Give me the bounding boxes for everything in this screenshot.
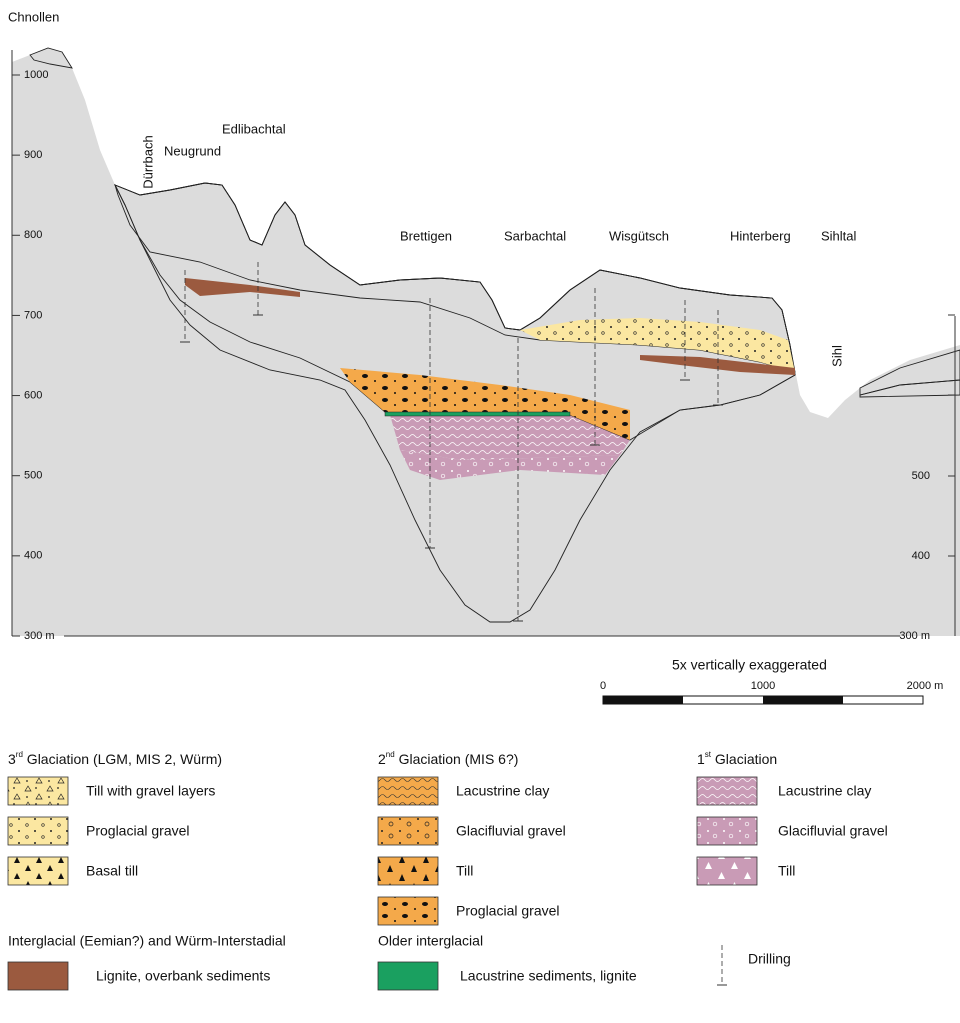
green-lignite <box>384 411 571 417</box>
legend-item: Lacustrine sediments, lignite <box>460 968 637 984</box>
swatch <box>7 856 69 886</box>
legend-heading: 1st Glaciation <box>697 750 777 767</box>
axis-label: 800 <box>24 229 42 241</box>
legend-item: Proglacial gravel <box>86 823 190 839</box>
first-clay-band <box>390 415 630 460</box>
axis-label: 300 m <box>24 630 55 642</box>
scale-label: 1000 <box>751 680 775 692</box>
place-label: Brettigen <box>400 228 452 243</box>
place-label: Sihltal <box>821 228 857 243</box>
scale-bar: 5x vertically exaggerated 0 1000 2000 m <box>600 657 944 705</box>
place-label: Dürrbach <box>140 135 155 188</box>
third-glaciation <box>114 182 796 373</box>
swatch <box>696 856 758 886</box>
legend-heading: 2nd Glaciation (MIS 6?) <box>378 750 518 767</box>
place-label: Chnollen <box>8 9 59 24</box>
axis-label: 500 <box>912 470 930 482</box>
axis-label: 400 <box>24 550 42 562</box>
axis-label: 500 <box>24 470 42 482</box>
legend-item: Lignite, overbank sediments <box>96 968 270 984</box>
legend-heading: 3rd Glaciation (LGM, MIS 2, Würm) <box>8 750 222 767</box>
place-labels: Chnollen Dürrbach Neugrund Edlibachtal B… <box>8 9 857 366</box>
swatch <box>377 856 439 886</box>
place-label: Wisgütsch <box>609 228 669 243</box>
swatch <box>7 816 69 846</box>
scale-label: 2000 m <box>907 680 944 692</box>
drillings <box>180 262 723 622</box>
place-label: Neugrund <box>164 143 221 158</box>
bedrock <box>12 48 960 636</box>
place-label: Hinterberg <box>730 228 791 243</box>
swatch <box>696 776 758 806</box>
brown-lens <box>640 355 795 375</box>
chnollen-cap <box>29 47 73 69</box>
legend-heading: Interglacial (Eemian?) and Würm-Intersta… <box>8 933 286 949</box>
axis-label: 400 <box>912 550 930 562</box>
brown-lens <box>185 278 300 297</box>
axis-label: 600 <box>24 389 42 401</box>
axis-label: 1000 <box>24 69 48 81</box>
legend-item: Proglacial gravel <box>456 903 560 919</box>
axis-label: 700 <box>24 309 42 321</box>
legend-item: Basal till <box>86 863 138 879</box>
second-gravel-band <box>340 368 630 440</box>
place-label: Sarbachtal <box>504 228 566 243</box>
swatch <box>377 776 439 806</box>
first-gravel-band <box>400 450 620 480</box>
legend-item: Till <box>778 863 795 879</box>
swatch <box>377 816 439 846</box>
swatch <box>696 816 758 846</box>
legend-item: Lacustrine clay <box>456 783 549 799</box>
legend-item: Glacifluvial gravel <box>778 823 888 839</box>
legend-item: Glacifluvial gravel <box>456 823 566 839</box>
swatch <box>377 961 439 991</box>
place-label: Edlibachtal <box>222 121 286 136</box>
right-orange <box>859 379 960 398</box>
legend-item: Till <box>456 863 473 879</box>
third-gravel-band <box>520 318 795 372</box>
legend: 3rd Glaciation (LGM, MIS 2, Würm) Till w… <box>7 750 888 991</box>
axis-label: 900 <box>24 149 42 161</box>
scale-label: 0 <box>600 680 606 692</box>
legend-item: Drilling <box>748 951 791 967</box>
swatch <box>7 776 69 806</box>
swatch <box>377 896 439 926</box>
axis-label: 300 m <box>899 630 930 642</box>
legend-item: Till with gravel layers <box>86 783 215 799</box>
legend-item: Lacustrine clay <box>778 783 871 799</box>
swatch <box>7 961 69 991</box>
legend-heading: Older interglacial <box>378 933 483 949</box>
scale-note: 5x vertically exaggerated <box>672 657 827 673</box>
place-label: Sihl <box>829 345 844 367</box>
section <box>11 47 960 637</box>
